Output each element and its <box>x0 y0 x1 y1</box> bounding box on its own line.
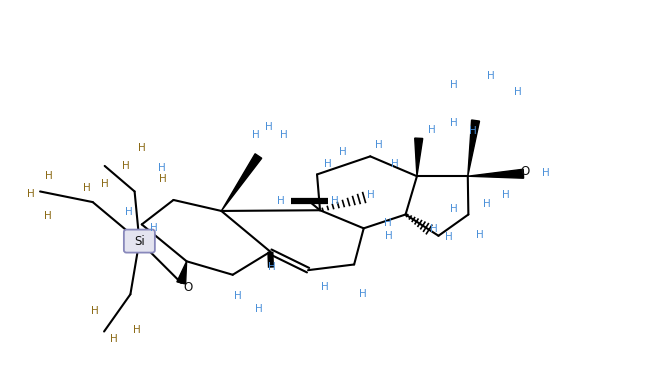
Text: H: H <box>280 130 288 140</box>
Text: H: H <box>125 207 133 217</box>
Polygon shape <box>177 261 187 284</box>
Text: H: H <box>91 306 99 316</box>
Text: H: H <box>83 183 91 193</box>
Text: H: H <box>501 190 509 200</box>
Polygon shape <box>221 154 262 211</box>
Text: H: H <box>159 174 166 184</box>
Text: H: H <box>277 197 285 206</box>
Text: O: O <box>184 282 193 294</box>
Text: H: H <box>375 140 383 151</box>
Text: H: H <box>138 143 146 153</box>
Text: H: H <box>367 190 375 200</box>
Text: H: H <box>45 171 53 181</box>
Text: H: H <box>449 204 457 214</box>
Polygon shape <box>468 169 524 178</box>
Text: H: H <box>324 159 332 169</box>
Text: H: H <box>476 230 484 240</box>
Text: H: H <box>132 325 140 335</box>
Text: H: H <box>513 87 521 97</box>
Text: H: H <box>359 289 367 299</box>
Text: H: H <box>158 163 165 174</box>
Text: H: H <box>268 262 276 271</box>
Text: H: H <box>391 159 399 169</box>
Text: H: H <box>255 304 263 314</box>
Text: H: H <box>468 126 476 136</box>
FancyBboxPatch shape <box>124 230 155 253</box>
Text: H: H <box>339 147 347 158</box>
Text: H: H <box>430 224 438 234</box>
Text: H: H <box>252 130 260 140</box>
Text: H: H <box>44 211 52 221</box>
Text: H: H <box>101 179 109 189</box>
Text: H: H <box>151 223 158 232</box>
Polygon shape <box>415 138 422 176</box>
Text: H: H <box>234 291 242 301</box>
Text: H: H <box>385 231 393 241</box>
Text: H: H <box>27 189 35 199</box>
Text: H: H <box>110 333 118 344</box>
Text: H: H <box>331 197 339 206</box>
Text: H: H <box>428 126 436 135</box>
Text: H: H <box>483 199 491 209</box>
Text: H: H <box>384 218 392 229</box>
Text: H: H <box>122 161 130 171</box>
Text: H: H <box>445 232 453 242</box>
Text: Si: Si <box>134 235 145 248</box>
Text: H: H <box>321 282 329 292</box>
Text: H: H <box>542 168 549 178</box>
Text: O: O <box>520 165 530 178</box>
Text: H: H <box>487 71 494 81</box>
Text: H: H <box>449 119 457 128</box>
Text: H: H <box>449 80 457 90</box>
Polygon shape <box>468 120 480 176</box>
Text: H: H <box>265 122 273 132</box>
